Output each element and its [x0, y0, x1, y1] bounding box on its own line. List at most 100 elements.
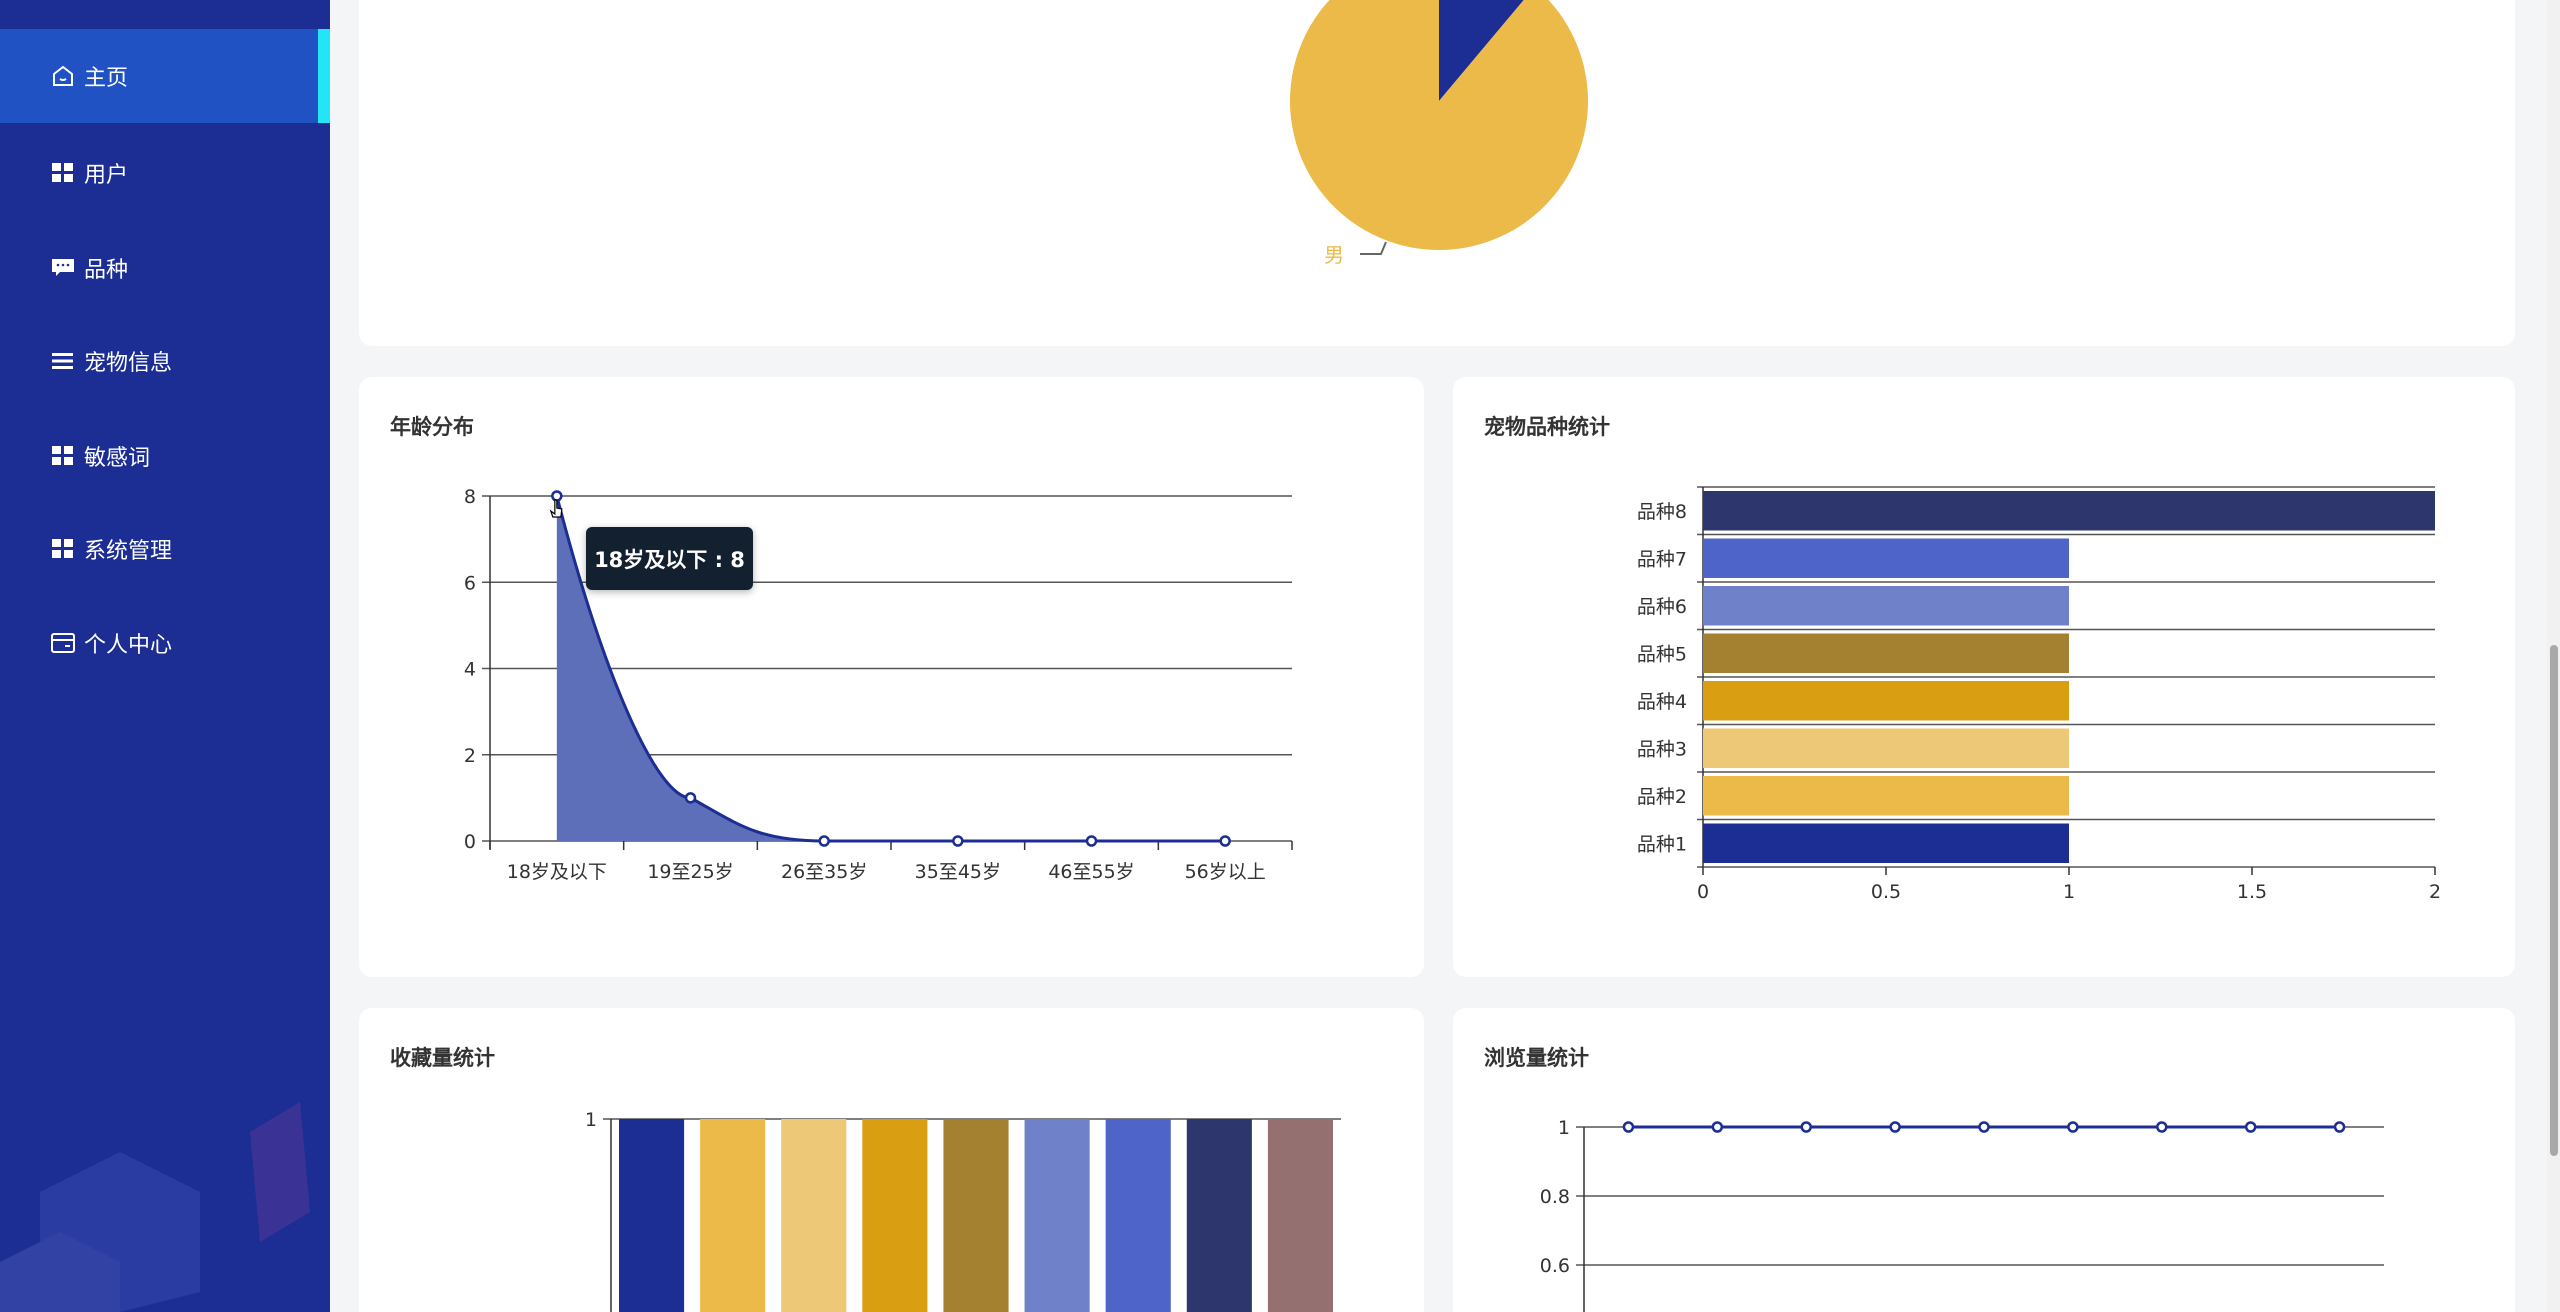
- bar: [1703, 681, 2069, 721]
- card-title: 宠物品种统计: [1484, 415, 1610, 439]
- favorites-stats-card: 收藏量统计 1: [359, 1008, 1424, 1312]
- sidebar-item-2[interactable]: 品种: [0, 221, 330, 315]
- bar: [1267, 1119, 1333, 1312]
- bar: [1703, 776, 2069, 816]
- chat-icon: [50, 255, 76, 281]
- x-tick-label: 0.5: [1871, 881, 1901, 903]
- data-point: [1622, 1121, 1635, 1133]
- bar: [1703, 633, 2069, 673]
- sidebar-item-label: 个人中心: [84, 633, 173, 658]
- views-line-chart: 0.6 0.8 1: [1540, 1117, 2384, 1312]
- y-tick-label: 品种5: [1637, 643, 1687, 665]
- sidebar-item-1[interactable]: 用户: [0, 126, 330, 220]
- sidebar-item-label: 用户: [84, 163, 129, 188]
- card-title: 浏览量统计: [1484, 1046, 1589, 1070]
- bar: [619, 1119, 685, 1312]
- y-tick-label: 品种8: [1637, 501, 1687, 523]
- x-tick-label: 1: [2063, 881, 2075, 903]
- data-point: [1800, 1121, 1812, 1133]
- bar: [1703, 538, 2069, 578]
- sidebar-item-6[interactable]: 个人中心: [0, 596, 330, 690]
- data-point: [1889, 1121, 1901, 1133]
- area-fill: [556, 496, 1226, 841]
- y-tick-label: 品种3: [1637, 738, 1687, 760]
- bar: [700, 1119, 766, 1312]
- sidebar-item-label: 系统管理: [84, 539, 173, 564]
- y-tick-label: 6: [464, 572, 476, 594]
- bar: [862, 1119, 928, 1312]
- sidebar-item-5[interactable]: 系统管理: [0, 502, 330, 596]
- data-point: [2333, 1121, 2346, 1133]
- label-leader-line: [1360, 241, 1387, 255]
- bar: [781, 1119, 847, 1312]
- data-point: [684, 792, 697, 804]
- grid-icon: [50, 160, 76, 186]
- bar: [1703, 728, 2069, 768]
- card-title: 年龄分布: [390, 415, 474, 439]
- hand-cursor-icon: [549, 499, 563, 518]
- data-point: [952, 835, 964, 847]
- page-scrollbar[interactable]: [2547, 0, 2560, 1312]
- y-tick-label: 1: [585, 1109, 597, 1131]
- y-tick-label: 0.6: [1540, 1255, 1570, 1277]
- x-tick-label: 56岁以上: [1185, 861, 1266, 883]
- x-tick-label: 46至55岁: [1048, 861, 1134, 883]
- scrollbar-thumb[interactable]: [2550, 645, 2558, 1156]
- pie-slice: [1439, 0, 1524, 101]
- y-tick-label: 1: [1558, 1117, 1570, 1139]
- favorites-bar-chart: 1: [585, 1109, 1341, 1312]
- grid-icon: [50, 536, 76, 562]
- pie-label: 男: [1324, 243, 1344, 267]
- y-tick-label: 品种2: [1637, 786, 1687, 808]
- data-point: [551, 490, 563, 502]
- y-tick-label: 0.8: [1540, 1186, 1570, 1208]
- x-tick-label: 26至35岁: [781, 861, 867, 883]
- y-tick-label: 品种1: [1637, 833, 1687, 855]
- chart-tooltip: 18岁及以下 : 8: [586, 527, 753, 590]
- bar: [1024, 1119, 1090, 1312]
- age-distribution-card: 年龄分布 0 2 4 6 8 18岁及以下 19至25岁 26至35岁 35至45岁 46至55岁…: [359, 377, 1424, 977]
- sidebar-item-label: 主页: [84, 66, 129, 91]
- data-point: [2244, 1121, 2257, 1133]
- pie-slice: [1290, 0, 1588, 250]
- sidebar-item-0[interactable]: 主页: [0, 29, 330, 123]
- list-icon: [50, 348, 76, 374]
- sidebar-item-4[interactable]: 敏感词: [0, 409, 330, 503]
- sidebar-item-label: 品种: [84, 258, 129, 283]
- pie-group: [1290, 0, 1588, 250]
- breed-bar-chart: 品种1 品种2 品种3 品种4 品种5 品种6 品种7 品种8 0 0.5 1 1.5 2: [1637, 486, 2441, 903]
- card-icon: [50, 630, 76, 656]
- decorative-cubes-illustration: [0, 1102, 310, 1312]
- sidebar-item-3[interactable]: 宠物信息: [0, 314, 330, 408]
- grid-icon: [50, 443, 76, 469]
- sidebar-item-label: 宠物信息: [84, 351, 173, 376]
- y-tick-label: 品种6: [1637, 596, 1687, 618]
- y-tick-label: 品种7: [1637, 548, 1687, 570]
- data-point: [1711, 1121, 1724, 1133]
- data-point: [818, 835, 830, 847]
- bar: [1703, 823, 2069, 863]
- x-tick-label: 18岁及以下: [507, 861, 607, 883]
- views-stats-card: 浏览量统计 0.6 0.8 1: [1453, 1008, 2515, 1312]
- x-tick-label: 2: [2429, 881, 2441, 903]
- gender-pie-card: 男: [359, 0, 2515, 346]
- data-point: [1085, 835, 1098, 847]
- bar: [1186, 1119, 1252, 1312]
- x-tick-label: 0: [1697, 881, 1709, 903]
- x-tick-label: 19至25岁: [647, 861, 733, 883]
- bar: [1703, 491, 2435, 531]
- x-tick-label: 1.5: [2237, 881, 2267, 903]
- y-tick-label: 0: [464, 831, 476, 853]
- bar: [1703, 586, 2069, 626]
- age-area-chart: 0 2 4 6 8 18岁及以下 19至25岁 26至35岁 35至45岁 46至55岁 56岁以上: [464, 486, 1293, 883]
- home-icon: [50, 63, 76, 89]
- breed-stats-card: 宠物品种统计 品种1 品种2 品种3 品种4 品种5 品种6 品种7 品种8 0 0.5 1 1.5 2: [1453, 377, 2515, 977]
- card-title: 收藏量统计: [390, 1046, 495, 1070]
- data-point: [1219, 835, 1231, 847]
- data-point: [2067, 1121, 2079, 1133]
- y-tick-label: 2: [464, 745, 476, 767]
- y-tick-label: 4: [464, 659, 476, 681]
- data-point: [2156, 1121, 2168, 1133]
- x-tick-label: 35至45岁: [915, 861, 1001, 883]
- y-tick-label: 品种4: [1637, 691, 1687, 713]
